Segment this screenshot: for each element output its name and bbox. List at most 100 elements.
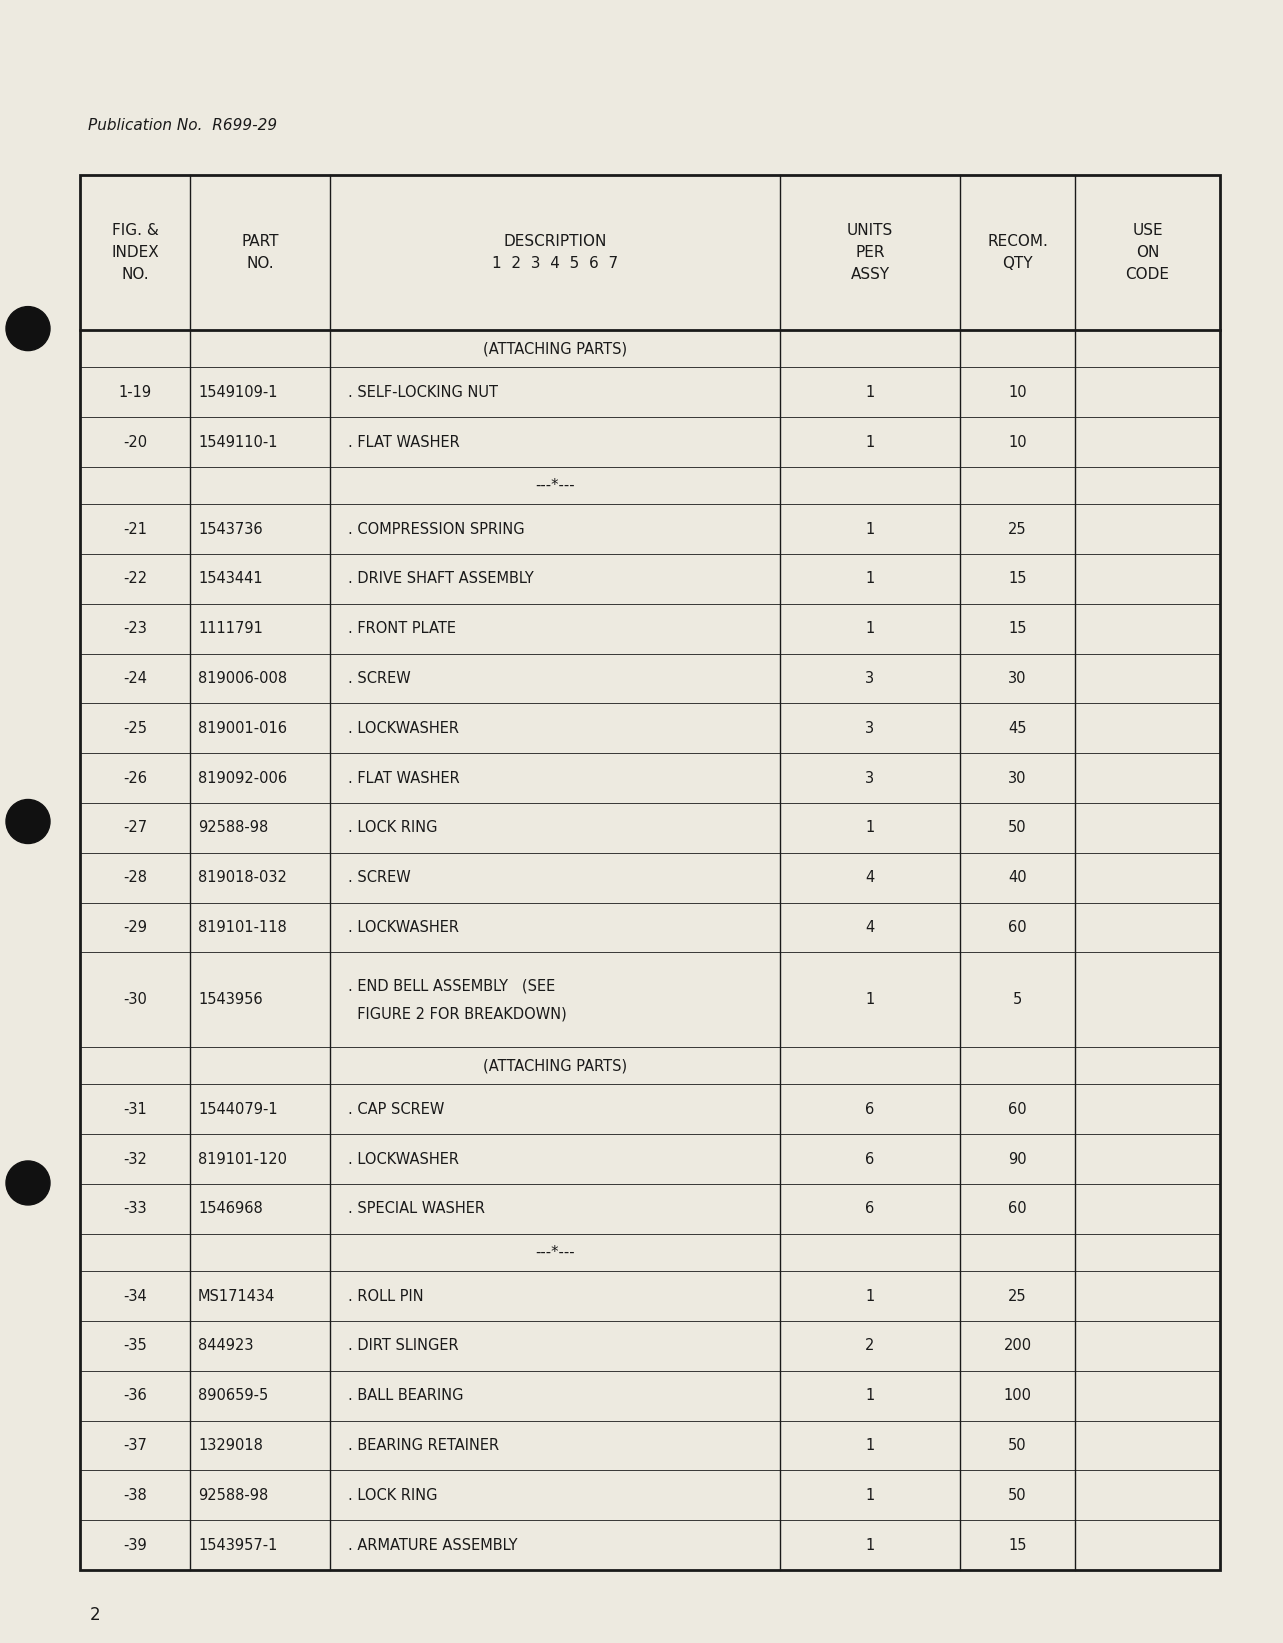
Text: 1543957-1: 1543957-1 bbox=[198, 1538, 277, 1553]
Text: 90: 90 bbox=[1008, 1152, 1026, 1167]
Text: 1: 1 bbox=[865, 434, 875, 450]
Text: -30: -30 bbox=[123, 992, 148, 1007]
Text: FIG. &
INDEX
NO.: FIG. & INDEX NO. bbox=[112, 223, 159, 283]
Text: 890659-5: 890659-5 bbox=[198, 1388, 268, 1403]
Text: 6: 6 bbox=[865, 1152, 875, 1167]
Text: 2: 2 bbox=[90, 1605, 100, 1623]
Text: -36: -36 bbox=[123, 1388, 146, 1403]
Text: -39: -39 bbox=[123, 1538, 146, 1553]
Text: -31: -31 bbox=[123, 1102, 146, 1117]
Text: 1: 1 bbox=[865, 1438, 875, 1452]
Text: 45: 45 bbox=[1008, 721, 1026, 736]
Text: -27: -27 bbox=[123, 820, 148, 836]
Text: -29: -29 bbox=[123, 920, 148, 935]
Text: 100: 100 bbox=[1003, 1388, 1032, 1403]
Text: 1: 1 bbox=[865, 522, 875, 537]
Text: DESCRIPTION
1  2  3  4  5  6  7: DESCRIPTION 1 2 3 4 5 6 7 bbox=[491, 233, 618, 271]
Text: 50: 50 bbox=[1008, 820, 1026, 836]
Text: 4: 4 bbox=[865, 920, 875, 935]
Text: 3: 3 bbox=[866, 721, 875, 736]
Text: 1543956: 1543956 bbox=[198, 992, 263, 1007]
Text: . FLAT WASHER: . FLAT WASHER bbox=[348, 771, 459, 785]
Text: . BALL BEARING: . BALL BEARING bbox=[348, 1388, 463, 1403]
Text: . SCREW: . SCREW bbox=[348, 871, 411, 886]
Text: 1329018: 1329018 bbox=[198, 1438, 263, 1452]
Text: 1: 1 bbox=[865, 1288, 875, 1303]
Text: -35: -35 bbox=[123, 1339, 146, 1354]
Text: 1: 1 bbox=[865, 384, 875, 399]
Text: . LOCKWASHER: . LOCKWASHER bbox=[348, 1152, 459, 1167]
Text: . DIRT SLINGER: . DIRT SLINGER bbox=[348, 1339, 458, 1354]
Text: 6: 6 bbox=[865, 1201, 875, 1216]
Text: 60: 60 bbox=[1008, 1102, 1026, 1117]
Text: . SCREW: . SCREW bbox=[348, 670, 411, 687]
Text: . LOCK RING: . LOCK RING bbox=[348, 1489, 438, 1503]
Text: . SELF-LOCKING NUT: . SELF-LOCKING NUT bbox=[348, 384, 498, 399]
Text: -28: -28 bbox=[123, 871, 148, 886]
Text: 15: 15 bbox=[1008, 572, 1026, 587]
Text: . END BELL ASSEMBLY   (SEE: . END BELL ASSEMBLY (SEE bbox=[348, 978, 556, 992]
Text: USE
ON
CODE: USE ON CODE bbox=[1125, 223, 1170, 283]
Text: 1543736: 1543736 bbox=[198, 522, 263, 537]
Text: 4: 4 bbox=[865, 871, 875, 886]
Text: 1543441: 1543441 bbox=[198, 572, 263, 587]
Text: -34: -34 bbox=[123, 1288, 146, 1303]
Text: . FRONT PLATE: . FRONT PLATE bbox=[348, 621, 455, 636]
Text: 6: 6 bbox=[865, 1102, 875, 1117]
Text: 10: 10 bbox=[1008, 434, 1026, 450]
Text: Publication No.  R699-29: Publication No. R699-29 bbox=[89, 118, 277, 133]
Circle shape bbox=[6, 1162, 50, 1204]
Text: 1: 1 bbox=[865, 1538, 875, 1553]
Text: . BEARING RETAINER: . BEARING RETAINER bbox=[348, 1438, 499, 1452]
Text: 819101-118: 819101-118 bbox=[198, 920, 286, 935]
Text: -20: -20 bbox=[123, 434, 148, 450]
Text: 15: 15 bbox=[1008, 621, 1026, 636]
Text: . ROLL PIN: . ROLL PIN bbox=[348, 1288, 423, 1303]
Bar bbox=[80, 176, 1220, 1571]
Text: 200: 200 bbox=[1003, 1339, 1032, 1354]
Text: 60: 60 bbox=[1008, 920, 1026, 935]
Text: UNITS
PER
ASSY: UNITS PER ASSY bbox=[847, 223, 893, 283]
Text: MS171434: MS171434 bbox=[198, 1288, 276, 1303]
Text: 92588-98: 92588-98 bbox=[198, 820, 268, 836]
Text: -26: -26 bbox=[123, 771, 148, 785]
Text: -21: -21 bbox=[123, 522, 148, 537]
Text: 40: 40 bbox=[1008, 871, 1026, 886]
Text: . LOCKWASHER: . LOCKWASHER bbox=[348, 920, 459, 935]
Text: -25: -25 bbox=[123, 721, 148, 736]
Text: . FLAT WASHER: . FLAT WASHER bbox=[348, 434, 459, 450]
Text: 1: 1 bbox=[865, 1489, 875, 1503]
Text: RECOM.
QTY: RECOM. QTY bbox=[987, 233, 1048, 271]
Text: . COMPRESSION SPRING: . COMPRESSION SPRING bbox=[348, 522, 525, 537]
Text: 819101-120: 819101-120 bbox=[198, 1152, 287, 1167]
Text: -38: -38 bbox=[123, 1489, 146, 1503]
Text: 3: 3 bbox=[866, 670, 875, 687]
Text: . DRIVE SHAFT ASSEMBLY: . DRIVE SHAFT ASSEMBLY bbox=[348, 572, 534, 587]
Text: -23: -23 bbox=[123, 621, 148, 636]
Text: 25: 25 bbox=[1008, 1288, 1026, 1303]
Text: 1549110-1: 1549110-1 bbox=[198, 434, 277, 450]
Text: . CAP SCREW: . CAP SCREW bbox=[348, 1102, 444, 1117]
Text: FIGURE 2 FOR BREAKDOWN): FIGURE 2 FOR BREAKDOWN) bbox=[348, 1007, 567, 1022]
Text: 1549109-1: 1549109-1 bbox=[198, 384, 277, 399]
Text: 819018-032: 819018-032 bbox=[198, 871, 287, 886]
Text: 50: 50 bbox=[1008, 1489, 1026, 1503]
Text: 1111791: 1111791 bbox=[198, 621, 263, 636]
Text: 60: 60 bbox=[1008, 1201, 1026, 1216]
Text: 92588-98: 92588-98 bbox=[198, 1489, 268, 1503]
Text: . LOCK RING: . LOCK RING bbox=[348, 820, 438, 836]
Text: (ATTACHING PARTS): (ATTACHING PARTS) bbox=[482, 1058, 627, 1073]
Text: 1: 1 bbox=[865, 621, 875, 636]
Text: -37: -37 bbox=[123, 1438, 148, 1452]
Text: -32: -32 bbox=[123, 1152, 148, 1167]
Text: 1544079-1: 1544079-1 bbox=[198, 1102, 277, 1117]
Text: 15: 15 bbox=[1008, 1538, 1026, 1553]
Text: . ARMATURE ASSEMBLY: . ARMATURE ASSEMBLY bbox=[348, 1538, 517, 1553]
Text: ---*---: ---*--- bbox=[535, 478, 575, 493]
Text: -24: -24 bbox=[123, 670, 148, 687]
Text: 30: 30 bbox=[1008, 670, 1026, 687]
Text: 5: 5 bbox=[1012, 992, 1023, 1007]
Text: 1: 1 bbox=[865, 820, 875, 836]
Text: . SPECIAL WASHER: . SPECIAL WASHER bbox=[348, 1201, 485, 1216]
Text: 50: 50 bbox=[1008, 1438, 1026, 1452]
